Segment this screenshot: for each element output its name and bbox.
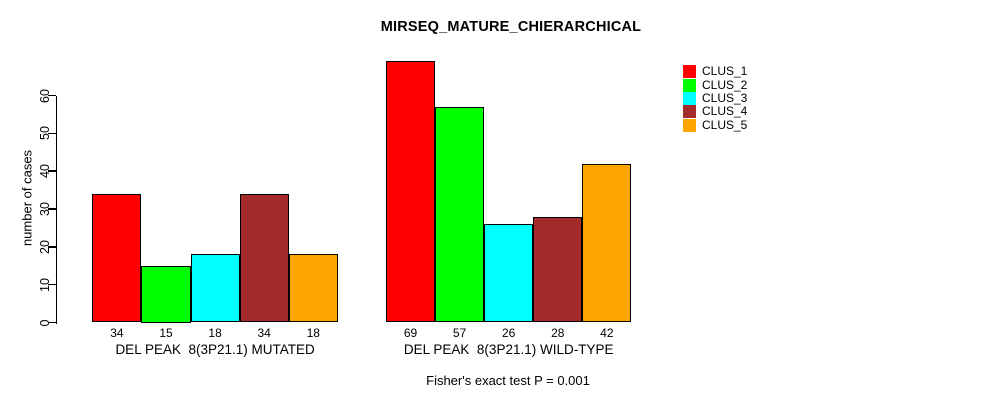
y-tick-label: 50	[37, 126, 52, 141]
stat-test-note: Fisher's exact test P = 0.001	[426, 373, 590, 388]
y-tick-label: 30	[37, 202, 52, 216]
y-axis-line	[55, 95, 57, 324]
bar-clus_4-group2	[533, 216, 583, 323]
legend-label: CLUS_3	[702, 90, 748, 105]
group-label: DEL PEAK 8(3P21.1) WILD-TYPE	[403, 341, 614, 357]
legend-row: CLUS_4	[683, 104, 748, 119]
y-tick	[48, 132, 56, 135]
bar-value-label: 34	[110, 325, 124, 340]
bar-value-label: 28	[551, 325, 565, 340]
legend-label: CLUS_5	[702, 117, 748, 132]
bar-value-label: 18	[306, 325, 320, 340]
bar-clus_1-group1	[92, 193, 142, 323]
bar-clus_5-group2	[582, 163, 632, 323]
bar-value-label: 57	[452, 325, 467, 340]
legend-label: CLUS_4	[702, 104, 748, 119]
bar-clus_5-group1	[288, 254, 338, 323]
y-tick	[48, 208, 56, 210]
group-label: DEL PEAK 8(3P21.1) MUTATED	[115, 341, 315, 357]
bar-clus_3-group2	[484, 224, 534, 323]
chart-title: MIRSEQ_MATURE_CHIERARCHICAL	[380, 19, 642, 35]
legend-row: CLUS_2	[683, 77, 748, 92]
y-tick-label: 60	[37, 88, 52, 103]
bar-clus_1-group2	[386, 61, 436, 323]
y-tick	[48, 321, 56, 324]
bar-value-label: 69	[403, 325, 418, 340]
bar-clus_4-group1	[239, 193, 289, 323]
y-tick	[48, 283, 56, 286]
y-tick-label: 10	[37, 277, 52, 292]
bar-value-label: 34	[257, 325, 271, 340]
legend-row: CLUS_1	[683, 64, 748, 79]
y-tick-label: 0	[37, 319, 52, 326]
y-tick	[48, 94, 56, 97]
y-tick-label: 40	[37, 164, 52, 179]
legend-row: CLUS_3	[683, 90, 748, 105]
legend-swatch-clus_2	[683, 78, 696, 92]
legend-swatch-clus_4	[683, 105, 696, 119]
y-tick	[48, 246, 56, 248]
legend-row: CLUS_5	[683, 117, 748, 132]
legend: CLUS_1 CLUS_2 CLUS_3 CLUS_4 CLUS_5	[683, 65, 747, 132]
y-tick	[48, 170, 56, 172]
bar-value-label: 15	[159, 325, 173, 340]
bar-clus_3-group1	[190, 254, 240, 323]
legend-swatch-clus_1	[683, 65, 696, 79]
bar-clus_2-group1	[141, 265, 191, 323]
legend-label: CLUS_2	[702, 77, 748, 92]
legend-swatch-clus_5	[683, 118, 696, 132]
bar-value-label: 26	[502, 325, 516, 340]
y-tick-label: 20	[37, 239, 52, 254]
bar-value-label: 18	[208, 325, 222, 340]
legend-label: CLUS_1	[702, 64, 748, 79]
legend-swatch-clus_3	[683, 91, 696, 105]
y-axis-title: number of cases	[19, 149, 35, 247]
bar-value-label: 42	[600, 325, 614, 340]
bar-clus_2-group2	[435, 106, 485, 323]
